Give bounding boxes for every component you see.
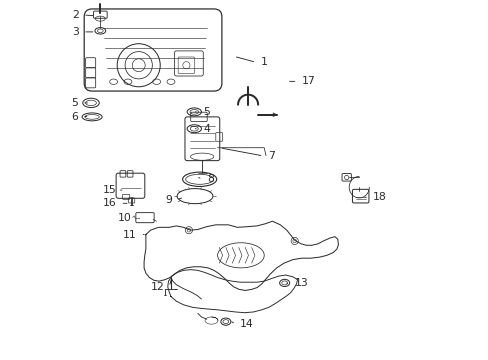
Text: 16: 16 <box>102 198 116 208</box>
Text: 18: 18 <box>372 192 386 202</box>
Text: 2: 2 <box>72 10 79 20</box>
Text: 14: 14 <box>240 319 253 329</box>
Text: 9: 9 <box>165 195 172 205</box>
Text: 5: 5 <box>71 98 78 108</box>
Text: 6: 6 <box>71 112 78 122</box>
Text: 4: 4 <box>203 124 210 134</box>
Text: 17: 17 <box>301 76 315 86</box>
Text: 3: 3 <box>72 27 79 37</box>
Text: 7: 7 <box>267 151 274 161</box>
Text: 11: 11 <box>122 230 136 239</box>
Text: 15: 15 <box>102 185 116 195</box>
Text: 5: 5 <box>203 107 210 117</box>
Text: 1: 1 <box>260 57 267 67</box>
Text: 8: 8 <box>206 174 213 184</box>
Text: 12: 12 <box>151 282 164 292</box>
Text: 10: 10 <box>118 213 131 223</box>
Text: 13: 13 <box>294 278 308 288</box>
